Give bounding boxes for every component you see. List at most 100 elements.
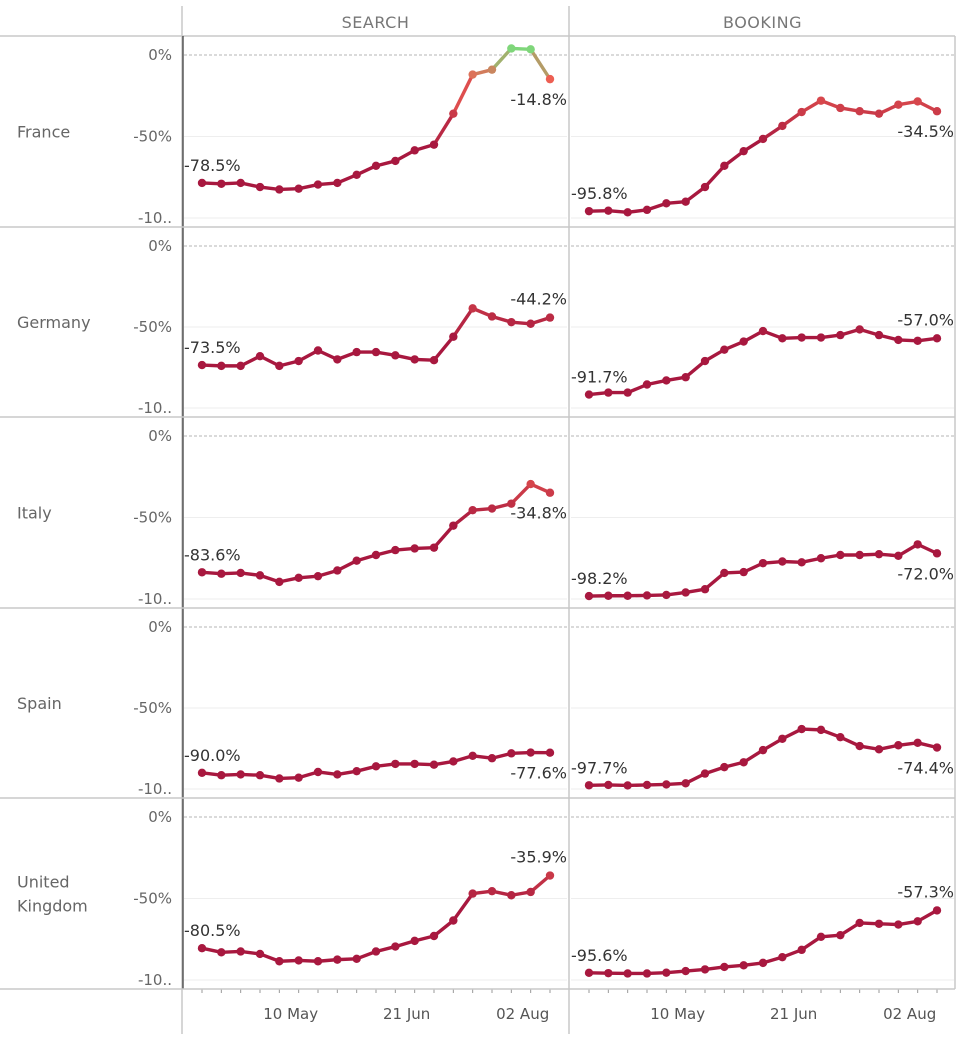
data-point-france-search[interactable] xyxy=(197,178,207,188)
data-point-italy-booking[interactable] xyxy=(836,550,845,560)
data-point-italy-search[interactable] xyxy=(275,577,284,587)
data-point-germany-booking[interactable] xyxy=(681,373,690,382)
data-point-france-search[interactable] xyxy=(313,180,323,189)
data-point-italy-search[interactable] xyxy=(313,571,323,581)
data-point-united-kingdom-booking[interactable] xyxy=(816,932,826,942)
data-point-germany-search[interactable] xyxy=(352,347,361,357)
data-point-italy-booking[interactable] xyxy=(604,591,613,600)
data-point-united-kingdom-search[interactable] xyxy=(294,956,303,965)
data-point-united-kingdom-booking[interactable] xyxy=(778,952,787,962)
data-point-france-search[interactable] xyxy=(449,109,458,118)
data-point-italy-search[interactable] xyxy=(507,499,516,508)
data-point-france-search[interactable] xyxy=(468,70,477,79)
data-point-united-kingdom-booking[interactable] xyxy=(700,965,710,974)
data-point-italy-booking[interactable] xyxy=(932,549,942,558)
data-point-germany-booking[interactable] xyxy=(758,326,768,336)
data-point-italy-search[interactable] xyxy=(449,521,458,530)
data-point-united-kingdom-booking[interactable] xyxy=(758,958,768,968)
data-point-france-booking[interactable] xyxy=(758,134,768,144)
data-point-france-booking[interactable] xyxy=(816,96,826,105)
data-point-italy-search[interactable] xyxy=(468,505,477,515)
data-point-spain-booking[interactable] xyxy=(797,724,806,734)
data-point-united-kingdom-search[interactable] xyxy=(410,936,419,946)
data-point-germany-booking[interactable] xyxy=(662,376,671,385)
data-point-italy-search[interactable] xyxy=(217,569,226,578)
data-point-france-search[interactable] xyxy=(371,161,381,171)
data-point-united-kingdom-search[interactable] xyxy=(352,954,361,964)
data-point-france-search[interactable] xyxy=(487,65,497,74)
data-point-italy-search[interactable] xyxy=(545,488,555,497)
data-point-spain-search[interactable] xyxy=(507,749,516,758)
data-point-spain-booking[interactable] xyxy=(720,762,729,772)
data-point-france-search[interactable] xyxy=(275,185,284,194)
data-point-united-kingdom-booking[interactable] xyxy=(584,968,594,978)
data-point-germany-search[interactable] xyxy=(294,356,303,366)
data-point-france-search[interactable] xyxy=(391,156,400,166)
data-point-spain-search[interactable] xyxy=(487,754,497,763)
data-point-france-search[interactable] xyxy=(294,184,303,193)
data-point-united-kingdom-booking[interactable] xyxy=(855,918,864,928)
data-point-france-search[interactable] xyxy=(352,170,361,180)
data-point-spain-search[interactable] xyxy=(313,767,323,777)
data-point-germany-search[interactable] xyxy=(275,361,284,371)
data-point-spain-search[interactable] xyxy=(526,748,535,757)
data-point-italy-booking[interactable] xyxy=(662,590,671,600)
data-point-italy-search[interactable] xyxy=(429,543,439,552)
data-point-spain-search[interactable] xyxy=(217,771,226,780)
data-point-united-kingdom-booking[interactable] xyxy=(604,968,613,978)
data-point-italy-search[interactable] xyxy=(236,568,245,578)
data-point-germany-booking[interactable] xyxy=(720,345,729,354)
data-point-united-kingdom-booking[interactable] xyxy=(642,969,652,978)
data-point-germany-search[interactable] xyxy=(217,361,226,371)
data-point-france-booking[interactable] xyxy=(894,100,903,109)
data-point-germany-booking[interactable] xyxy=(700,356,710,366)
data-point-germany-search[interactable] xyxy=(507,317,516,327)
data-point-germany-booking[interactable] xyxy=(913,336,922,345)
data-point-france-search[interactable] xyxy=(429,140,439,149)
data-point-germany-booking[interactable] xyxy=(932,334,942,343)
data-point-spain-booking[interactable] xyxy=(874,745,884,754)
data-point-italy-search[interactable] xyxy=(391,545,400,555)
data-point-france-booking[interactable] xyxy=(584,206,594,216)
data-point-germany-booking[interactable] xyxy=(584,390,594,399)
data-point-united-kingdom-booking[interactable] xyxy=(662,968,671,977)
data-point-france-booking[interactable] xyxy=(681,197,690,206)
data-point-united-kingdom-booking[interactable] xyxy=(681,966,690,976)
data-point-italy-booking[interactable] xyxy=(584,591,594,601)
data-point-germany-booking[interactable] xyxy=(816,333,826,342)
data-point-italy-search[interactable] xyxy=(487,504,497,513)
data-point-italy-booking[interactable] xyxy=(681,588,690,597)
data-point-spain-booking[interactable] xyxy=(836,732,845,742)
data-point-germany-booking[interactable] xyxy=(739,337,748,346)
data-point-italy-booking[interactable] xyxy=(913,540,922,549)
data-point-spain-booking[interactable] xyxy=(913,738,922,748)
data-point-france-booking[interactable] xyxy=(836,103,845,113)
data-point-italy-booking[interactable] xyxy=(778,557,787,566)
data-point-france-booking[interactable] xyxy=(623,208,632,217)
data-point-united-kingdom-search[interactable] xyxy=(391,942,400,951)
data-point-spain-search[interactable] xyxy=(545,748,555,757)
data-point-united-kingdom-search[interactable] xyxy=(333,955,342,964)
data-point-spain-search[interactable] xyxy=(429,760,439,769)
data-point-united-kingdom-search[interactable] xyxy=(255,949,265,959)
data-point-spain-search[interactable] xyxy=(449,757,458,766)
data-point-united-kingdom-search[interactable] xyxy=(526,887,535,897)
data-point-spain-search[interactable] xyxy=(391,759,400,769)
data-point-italy-search[interactable] xyxy=(410,544,419,553)
data-point-germany-search[interactable] xyxy=(449,332,458,341)
data-point-germany-booking[interactable] xyxy=(604,388,613,397)
data-point-united-kingdom-search[interactable] xyxy=(487,886,497,896)
data-point-germany-search[interactable] xyxy=(410,355,419,364)
data-point-italy-search[interactable] xyxy=(333,566,342,575)
data-point-united-kingdom-search[interactable] xyxy=(275,957,284,966)
data-point-spain-booking[interactable] xyxy=(739,758,748,767)
data-point-france-search[interactable] xyxy=(236,178,245,188)
data-point-germany-search[interactable] xyxy=(236,361,245,371)
data-point-spain-search[interactable] xyxy=(197,768,207,777)
data-point-france-booking[interactable] xyxy=(604,206,613,215)
data-point-france-search[interactable] xyxy=(255,182,265,192)
data-point-germany-booking[interactable] xyxy=(855,325,864,334)
data-point-italy-search[interactable] xyxy=(352,556,361,565)
data-point-germany-search[interactable] xyxy=(371,347,381,357)
data-point-united-kingdom-search[interactable] xyxy=(507,891,516,900)
